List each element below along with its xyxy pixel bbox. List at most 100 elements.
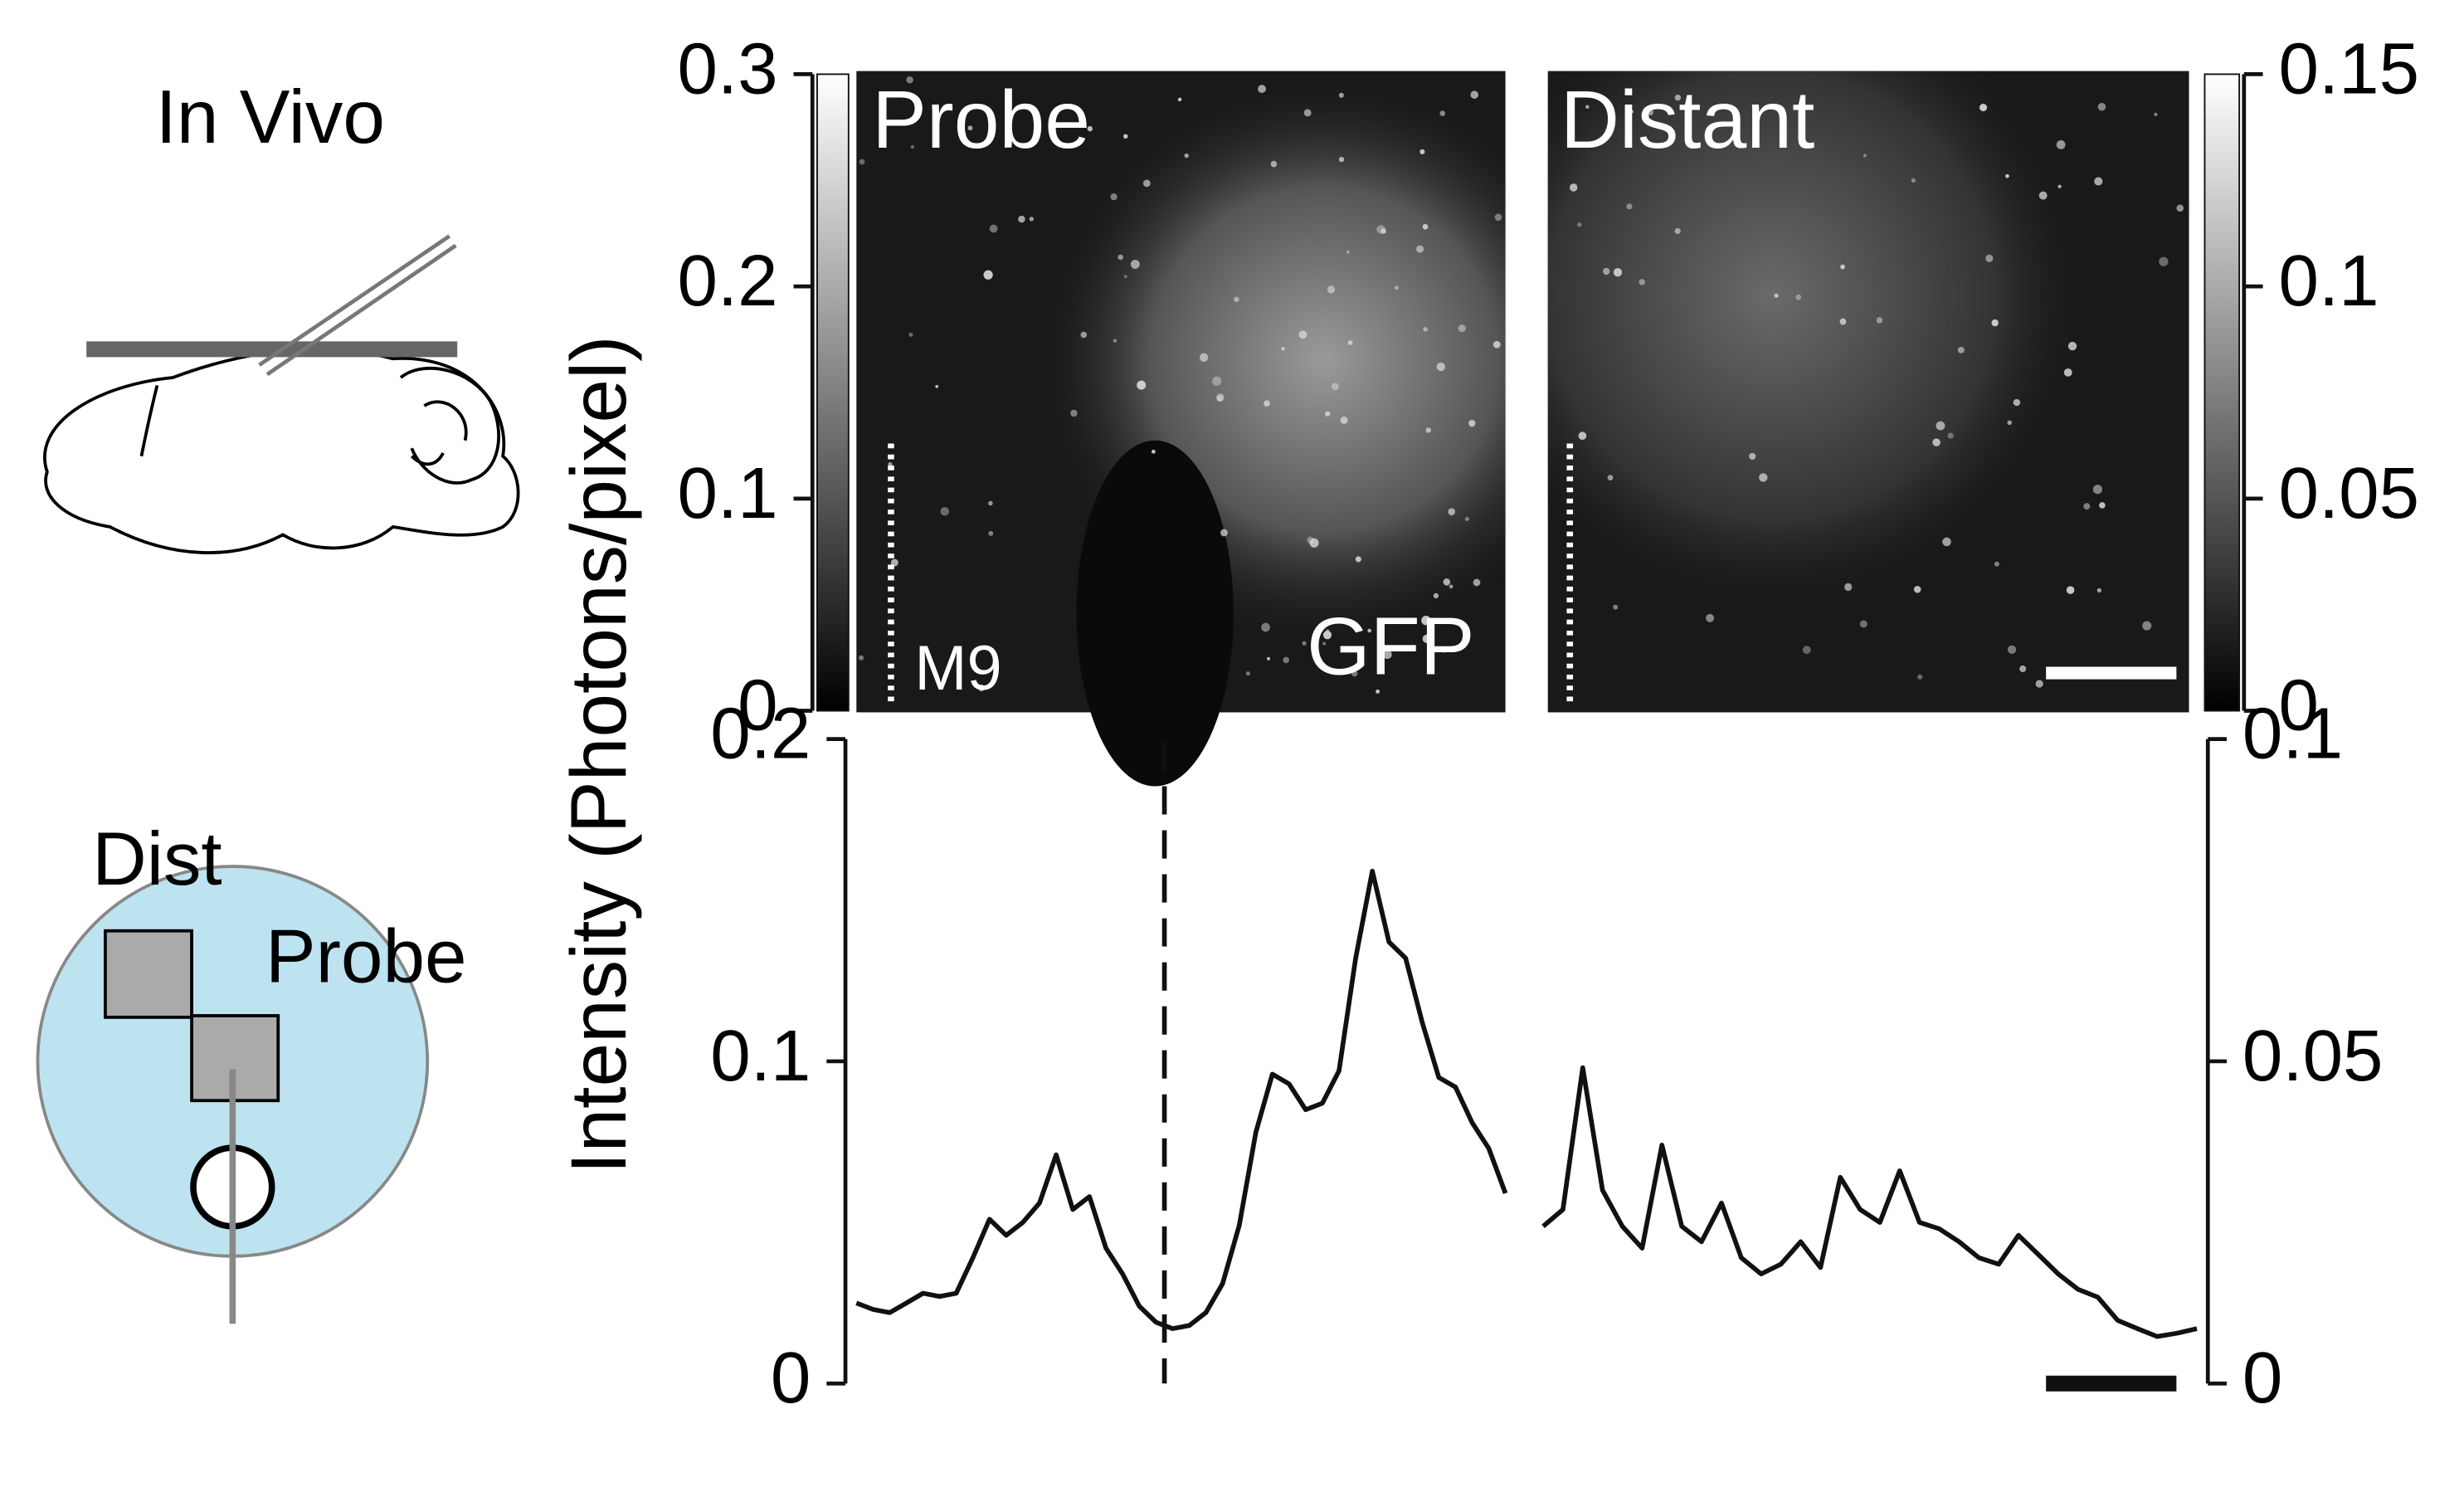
cell-speckle [1759,473,1768,482]
cell-speckle [1322,631,1332,640]
y-tick-label: 0.1 [2242,694,2343,774]
cell-speckle [2097,102,2106,111]
cell-speckle [1985,254,1994,262]
cell-speckle [1470,90,1478,99]
cell-speckle [2005,173,2009,178]
cell-speckle [2035,680,2043,688]
cell-speckle [1281,347,1285,351]
y-tick-label: 0.1 [677,453,777,534]
cell-speckle [1859,620,1867,628]
distant-image-label: Distant [1561,74,1815,165]
cell-speckle [1639,279,1645,285]
cell-speckle [1331,383,1339,391]
cell-speckle [1151,449,1156,454]
cell-speckle [1991,319,1999,327]
cell-speckle [2007,645,2017,655]
cell-speckle [988,530,994,536]
cell-speckle [1325,411,1331,417]
cell-speckle [890,558,898,567]
cell-speckle [1913,585,1921,593]
cell-speckle [1340,416,1348,424]
cell-speckle [906,76,913,84]
probe-track [1076,440,1234,787]
distant-region [104,929,193,1019]
cell-speckle [1863,154,1867,158]
cell-speckle [1267,656,1270,661]
cell-speckle [1110,193,1118,201]
cell-speckle [1394,285,1399,290]
cell-speckle [1569,183,1578,192]
cell-speckle [859,655,864,661]
cell-speckle [967,125,973,131]
cell-speckle [1307,536,1314,544]
cell-speckle [1464,516,1469,521]
cell-speckle [983,270,993,280]
y-tick-label: 0 [2242,1338,2282,1418]
cell-speckle [910,144,915,149]
cell-speckle [1626,203,1633,210]
cell-speckle [1142,179,1151,188]
cell-speckle [2099,502,2106,509]
cell-speckle [1449,584,1454,589]
m9-label: M9 [914,633,1001,704]
cell-speckle [1346,250,1350,254]
cell-speckle [1113,339,1118,343]
brain-outline [43,348,520,554]
cell-speckle [1840,264,1845,270]
cell-speckle [1355,556,1361,563]
cell-speckle [1947,432,1954,439]
in-vivo-label: In Vivo [156,76,385,159]
cell-speckle [1419,149,1425,154]
cell-speckle [1118,254,1123,261]
cell-speckle [2142,621,2152,631]
cell-speckle [1674,94,1682,101]
cell-speckle [1123,275,1127,279]
cell-speckle [1839,318,1847,325]
y-axis-label: Intensity (Photons/pixel) [555,335,643,1173]
cell-speckles [859,76,2184,694]
intensity-line [855,868,1508,1331]
brain-detail [139,366,500,485]
cell-speckle [1468,420,1476,427]
cell-speckle [2057,184,2062,188]
y-tick-label: 0.3 [677,28,777,109]
cell-speckle [1957,346,1965,354]
cell-speckle [1298,330,1307,339]
cell-speckle [1270,160,1278,168]
cell-speckle [1607,475,1614,481]
cell-speckle [1795,294,1802,300]
cell-speckle [2096,588,2102,593]
cell-speckle [1578,432,1587,441]
y-tick-label: 0 [2278,666,2318,746]
cell-speckle [989,224,998,233]
distant-image-glow [1547,71,2189,713]
cell-speckle [1303,109,1312,117]
cell-speckle [1376,225,1385,234]
cell-speckle [1184,153,1189,158]
cell-speckle [1422,223,1429,230]
cell-speckle [1351,670,1358,677]
cell-speckle [908,332,913,337]
cell-speckle [1416,245,1424,253]
cell-speckle [2094,177,2103,186]
cell-speckle [2083,503,2091,510]
cell-speckle [2159,256,2169,266]
cell-speckle [1448,508,1455,516]
cell-speckle [1347,340,1353,345]
cell-speckle [1911,178,1916,183]
y-tick-label: 0 [771,1338,811,1418]
cell-speckle [1421,616,1431,626]
cell-speckle [1381,228,1386,234]
cell-speckle [1577,222,1582,227]
cell-speckle [1245,671,1251,676]
colorbar [816,73,850,712]
cell-speckle [1439,110,1445,116]
cell-speckle [1264,400,1270,407]
cell-speckle [1917,674,1923,680]
y-tick-label: 0 [738,666,777,746]
cell-speckle [1473,578,1481,587]
cell-speckle [1199,353,1209,362]
cell-speckle [1441,646,1448,653]
